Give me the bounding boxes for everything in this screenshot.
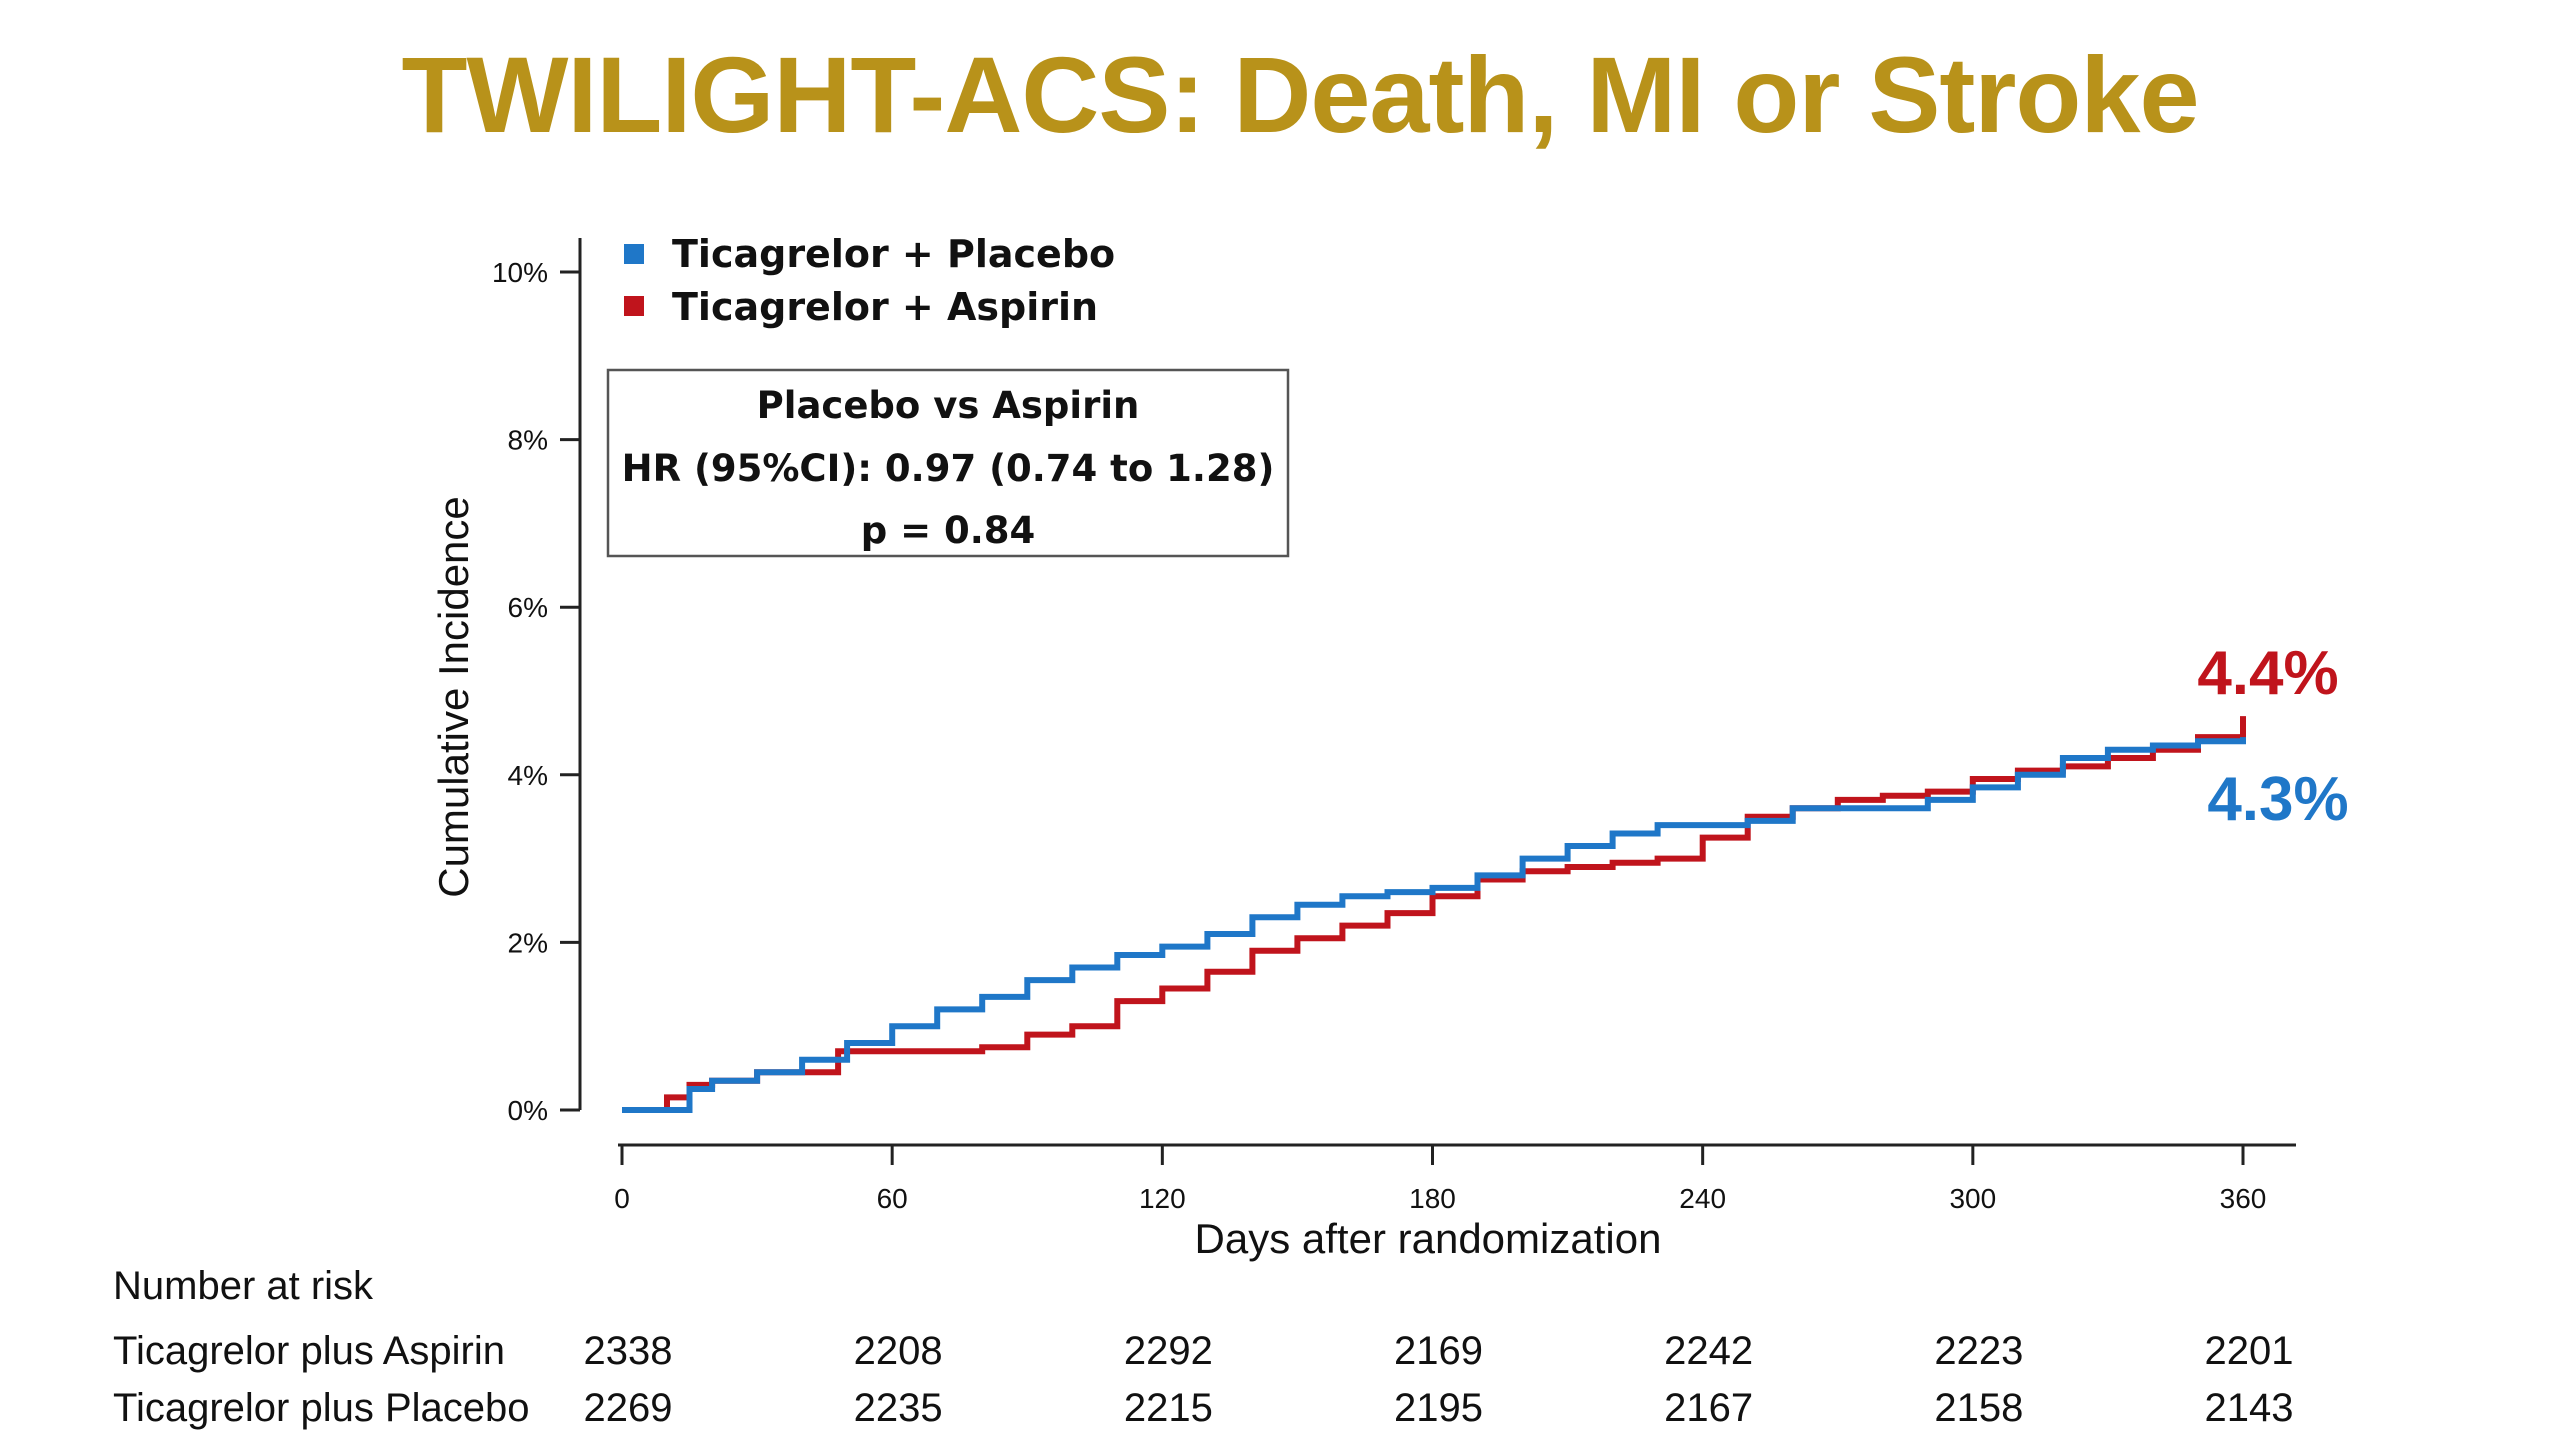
x-tick-label: 0 — [614, 1183, 630, 1214]
hazard-ratio-box-frame — [606, 368, 1290, 558]
risk-value-placebo: 2215 — [1124, 1386, 1213, 1430]
slide-title: TWILIGHT-ACS: Death, MI or Stroke — [401, 34, 2199, 155]
y-tick-label: 0% — [508, 1095, 548, 1126]
y-tick-label: 2% — [508, 927, 548, 958]
x-tick-label: 360 — [2220, 1183, 2267, 1214]
risk-value-aspirin: 2169 — [1394, 1329, 1483, 1373]
risk-value-placebo: 2167 — [1664, 1386, 1753, 1430]
risk-value-placebo: 2195 — [1394, 1386, 1483, 1430]
x-tick-label: 180 — [1409, 1183, 1456, 1214]
series-line-aspirin — [622, 716, 2246, 1113]
legend: Ticagrelor + Placebo Ticagrelor + Aspiri… — [624, 232, 1115, 329]
x-axis-title: Days after randomization — [1195, 1215, 1662, 1262]
risk-value-placebo: 2269 — [584, 1386, 673, 1430]
y-tick-label: 10% — [492, 257, 548, 288]
y-axis-ticks: 0% 2% 4% 6% 8% 10% — [492, 257, 580, 1126]
risk-value-aspirin: 2223 — [1934, 1329, 2023, 1373]
risk-value-aspirin: 2208 — [854, 1329, 943, 1373]
legend-swatch-placebo — [624, 244, 644, 264]
end-label-aspirin: 4.4% — [2197, 639, 2338, 708]
series-line-placebo — [622, 737, 2246, 1113]
x-tick-label: 60 — [877, 1183, 908, 1214]
end-label-placebo: 4.3% — [2207, 765, 2348, 834]
risk-row-label-placebo: Ticagrelor plus Placebo — [113, 1386, 530, 1430]
x-tick-label: 300 — [1949, 1183, 1996, 1214]
hazard-ratio-box-line2: HR (95%CI): 0.97 (0.74 to 1.28) — [622, 447, 1275, 490]
hazard-ratio-box: Placebo vs Aspirin HR (95%CI): 0.97 (0.7… — [606, 368, 1290, 558]
y-tick-label: 4% — [508, 760, 548, 791]
x-tick-label: 120 — [1139, 1183, 1186, 1214]
risk-value-aspirin: 2242 — [1664, 1329, 1753, 1373]
hazard-ratio-box-line1: Placebo vs Aspirin — [757, 384, 1140, 427]
risk-table-values: 2338 2208 2292 2169 2242 2223 2201 2269 2235 2215… — [584, 1329, 2294, 1430]
risk-table-header: Number at risk — [113, 1264, 374, 1308]
hazard-ratio-box-line3: p = 0.84 — [861, 509, 1036, 552]
x-axis-ticks: 0 60 120 180 240 300 360 — [614, 1145, 2266, 1214]
y-tick-label: 6% — [508, 592, 548, 623]
y-tick-label: 8% — [508, 425, 548, 456]
risk-value-aspirin: 2338 — [584, 1329, 673, 1373]
series-lines — [622, 716, 2246, 1113]
risk-value-placebo: 2143 — [2205, 1386, 2294, 1430]
risk-value-aspirin: 2292 — [1124, 1329, 1213, 1373]
x-tick-label: 240 — [1679, 1183, 1726, 1214]
legend-label-placebo: Ticagrelor + Placebo — [672, 232, 1115, 276]
risk-value-placebo: 2158 — [1934, 1386, 2023, 1430]
risk-row-label-aspirin: Ticagrelor plus Aspirin — [113, 1329, 505, 1373]
risk-value-aspirin: 2201 — [2205, 1329, 2294, 1373]
legend-label-aspirin: Ticagrelor + Aspirin — [672, 285, 1098, 329]
legend-swatch-aspirin — [624, 296, 644, 316]
risk-value-placebo: 2235 — [854, 1386, 943, 1430]
y-axis-title: Cumulative Incidence — [430, 496, 477, 898]
